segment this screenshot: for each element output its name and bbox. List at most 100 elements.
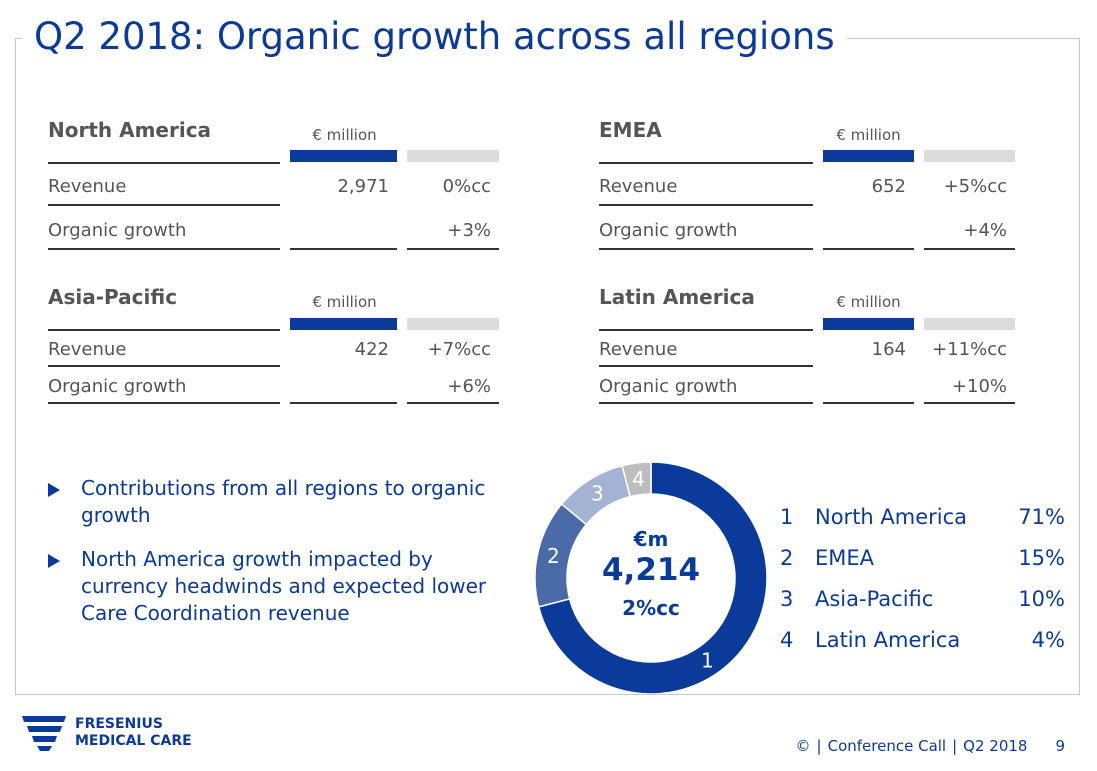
donut-center-unit: €m <box>633 527 669 551</box>
divider <box>924 402 1015 404</box>
bullet-text: North America growth impacted by currenc… <box>81 547 487 625</box>
key-points: Contributions from all regions to organi… <box>48 475 488 644</box>
legend-number: 1 <box>780 505 794 529</box>
revenue-label: Revenue <box>48 176 127 197</box>
divider <box>599 402 813 404</box>
revenue-label: Revenue <box>48 339 127 360</box>
donut-segment-latin-america <box>621 462 652 498</box>
legend-row: 1 North America 71% <box>780 505 1070 546</box>
divider <box>48 162 280 164</box>
bullet-text: Contributions from all regions to organi… <box>81 476 486 527</box>
revenue-growth: +7%cc <box>427 339 491 360</box>
revenue-label: Revenue <box>599 339 678 360</box>
donut-segment-label: 4 <box>632 467 645 491</box>
header-bar <box>290 150 397 162</box>
legend-row: 3 Asia-Pacific 10% <box>780 587 1070 628</box>
region-north-america: North America € million Revenue 2,971 0%… <box>48 118 518 268</box>
divider <box>823 248 914 250</box>
legend-name: Asia-Pacific <box>815 587 934 611</box>
revenue-value: 2,971 <box>337 176 389 197</box>
divider <box>290 402 397 404</box>
divider <box>48 402 280 404</box>
legend-number: 3 <box>780 587 794 611</box>
unit-label: € million <box>836 126 901 144</box>
region-asia-pacific: Asia-Pacific € million Revenue 422 +7%cc… <box>48 285 518 435</box>
organic-label: Organic growth <box>599 220 738 241</box>
legend-row: 2 EMEA 15% <box>780 546 1070 587</box>
legend-number: 2 <box>780 546 794 570</box>
organic-growth: +6% <box>447 376 491 397</box>
legend-percent: 15% <box>1018 546 1065 570</box>
header-bar <box>823 318 914 330</box>
header-bar <box>290 318 397 330</box>
header-bar <box>407 318 499 330</box>
footer-event: Conference Call <box>827 737 947 755</box>
revenue-value: 422 <box>354 339 389 360</box>
revenue-growth: +11%cc <box>932 339 1007 360</box>
logo-mark-icon <box>22 716 66 751</box>
organic-label: Organic growth <box>48 376 187 397</box>
logo-wordmark: FRESENIUS MEDICAL CARE <box>75 716 192 749</box>
header-bar <box>407 150 499 162</box>
legend-percent: 10% <box>1018 587 1065 611</box>
divider <box>48 329 280 331</box>
triangle-right-icon <box>48 483 60 497</box>
divider <box>48 248 280 250</box>
legend-percent: 71% <box>1018 505 1065 529</box>
region-latin-america: Latin America € million Revenue 164 +11%… <box>599 285 1069 435</box>
page-title: Q2 2018: Organic growth across all regio… <box>22 14 847 60</box>
legend-percent: 4% <box>1031 628 1065 652</box>
header-bar <box>924 150 1015 162</box>
organic-label: Organic growth <box>599 376 738 397</box>
donut-legend: 1 North America 71% 2 EMEA 15% 3 Asia-Pa… <box>780 505 1070 669</box>
unit-label: € million <box>312 126 377 144</box>
bullet-item: North America growth impacted by currenc… <box>48 546 488 627</box>
footer-period: Q2 2018 <box>963 737 1028 755</box>
legend-row: 4 Latin America 4% <box>780 628 1070 669</box>
slide-footer: © | Conference Call | Q2 2018 9 <box>795 737 1065 755</box>
donut-segment-label: 3 <box>591 482 604 506</box>
triangle-right-icon <box>48 554 60 568</box>
divider <box>48 204 280 206</box>
divider <box>48 365 280 367</box>
legend-name: North America <box>815 505 968 529</box>
divider <box>924 248 1015 250</box>
header-bar <box>823 150 914 162</box>
divider <box>599 329 813 331</box>
organic-growth: +10% <box>951 376 1007 397</box>
unit-label: € million <box>312 293 377 311</box>
divider <box>290 248 397 250</box>
legend-number: 4 <box>780 628 794 652</box>
page-number: 9 <box>1055 737 1065 755</box>
organic-growth: +4% <box>963 220 1007 241</box>
organic-label: Organic growth <box>48 220 187 241</box>
revenue-growth: +5%cc <box>943 176 1007 197</box>
divider <box>407 248 499 250</box>
divider <box>407 402 499 404</box>
region-name: EMEA <box>599 118 662 142</box>
divider <box>599 162 813 164</box>
divider <box>823 402 914 404</box>
region-name: Latin America <box>599 285 755 309</box>
bullet-item: Contributions from all regions to organi… <box>48 475 488 529</box>
region-name: Asia-Pacific <box>48 285 178 309</box>
unit-label: € million <box>836 293 901 311</box>
revenue-label: Revenue <box>599 176 678 197</box>
organic-growth: +3% <box>447 220 491 241</box>
legend-name: Latin America <box>815 628 961 652</box>
donut-center-growth: 2%cc <box>622 596 680 620</box>
legend-name: EMEA <box>815 546 875 570</box>
revenue-value: 164 <box>871 339 906 360</box>
donut-segment-label: 2 <box>547 544 560 568</box>
header-bar <box>924 318 1015 330</box>
revenue-growth: 0%cc <box>442 176 491 197</box>
region-name: North America <box>48 118 212 142</box>
company-logo: FRESENIUS MEDICAL CARE <box>22 716 202 756</box>
region-emea: EMEA € million Revenue 652 +5%cc Organic… <box>599 118 1069 268</box>
donut-segment-north-america <box>537 462 767 694</box>
divider <box>599 248 813 250</box>
copyright-symbol: © <box>795 737 811 755</box>
revenue-share-donut: 1 2 3 4 €m 4,214 2%cc <box>535 462 767 694</box>
donut-segment-label: 1 <box>701 649 714 673</box>
donut-center-value: 4,214 <box>602 552 700 588</box>
